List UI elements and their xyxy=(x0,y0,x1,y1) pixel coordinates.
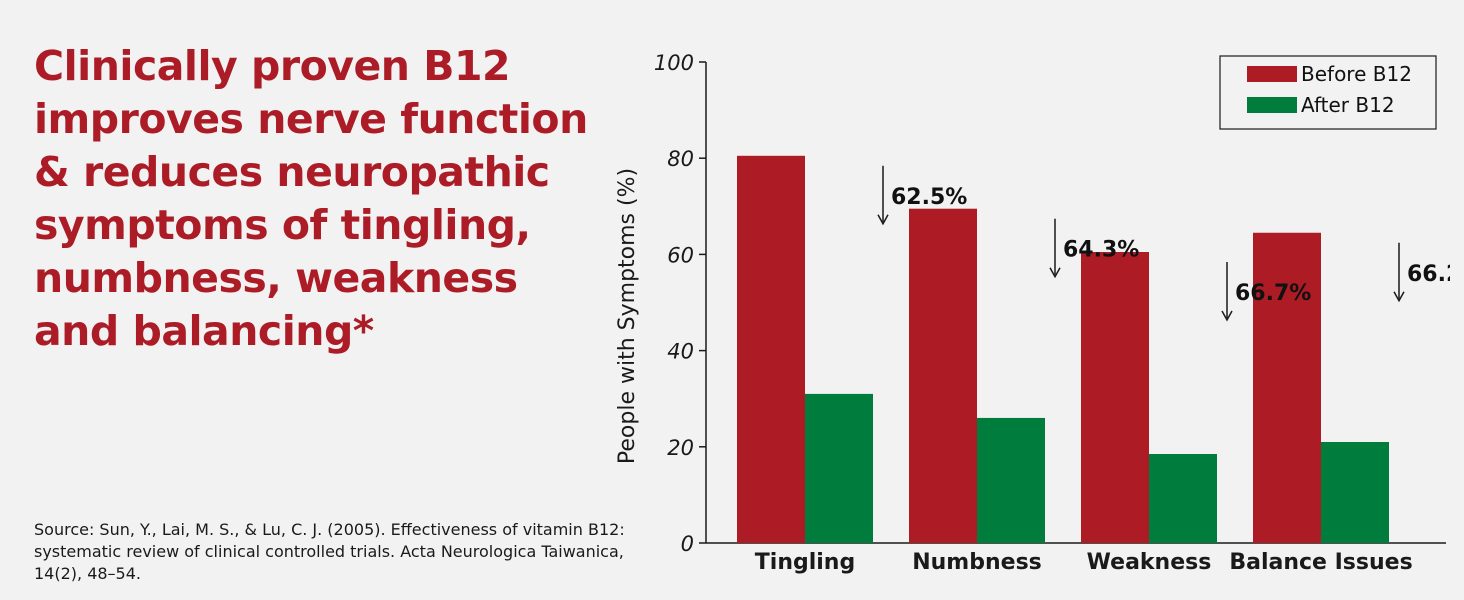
reduction-label: 64.3% xyxy=(1063,238,1139,263)
y-tick-label: 100 xyxy=(654,51,694,75)
bar-after-b12-weakness xyxy=(1149,454,1217,543)
down-arrow-head-icon xyxy=(1221,310,1233,322)
reduction-annotations: 62.5% 64.3% 66.7% 66.2% xyxy=(877,165,1450,322)
bar-before-b12-numbness xyxy=(909,208,977,543)
legend-box xyxy=(1219,55,1437,130)
reduction-label: 66.2% xyxy=(1407,262,1450,287)
legend: Before B12 After B12 xyxy=(1219,55,1437,130)
reduction-label: 62.5% xyxy=(891,185,967,210)
bar-after-b12-tingling xyxy=(805,393,873,543)
down-arrow-head-icon xyxy=(1393,291,1405,303)
x-axis: Tingling Numbness Weakness Balance Issues xyxy=(706,542,1446,575)
down-arrow-head-icon xyxy=(1049,267,1061,279)
bar-before-b12-weakness xyxy=(1081,251,1149,543)
legend-label: After B12 xyxy=(1301,93,1395,117)
bar-before-b12-tingling xyxy=(737,155,805,544)
y-axis-label: People with Symptoms (%) xyxy=(615,168,640,464)
bar-before-b12-balance-issues xyxy=(1253,232,1321,543)
bar-chart: People with Symptoms (%) 0 20 40 60 80 100 Ti… xyxy=(615,51,1450,575)
y-tick-label: 40 xyxy=(667,340,694,364)
bars xyxy=(737,155,1389,544)
y-tick-label: 20 xyxy=(667,436,694,460)
x-tick-label: Numbness xyxy=(912,550,1042,575)
source-citation: Source: Sun, Y., Lai, M. S., & Lu, C. J.… xyxy=(34,520,625,583)
x-tick-label: Weakness xyxy=(1087,550,1212,575)
y-tick-label: 60 xyxy=(667,243,694,267)
bar-after-b12-numbness xyxy=(977,417,1045,543)
legend-swatch xyxy=(1247,66,1297,82)
down-arrow-head-icon xyxy=(877,214,889,226)
x-tick-label: Tingling xyxy=(755,550,855,575)
reduction-label: 66.7% xyxy=(1235,281,1311,306)
headline: Clinically proven B12 improves nerve fun… xyxy=(34,42,588,355)
legend-label: Before B12 xyxy=(1301,62,1412,86)
x-tick-label: Balance Issues xyxy=(1229,550,1412,575)
y-tick-label: 0 xyxy=(681,532,694,556)
y-axis: 0 20 40 60 80 100 xyxy=(654,51,707,556)
legend-swatch xyxy=(1247,97,1297,113)
bar-after-b12-balance-issues xyxy=(1321,441,1389,543)
y-tick-label: 80 xyxy=(667,147,694,171)
